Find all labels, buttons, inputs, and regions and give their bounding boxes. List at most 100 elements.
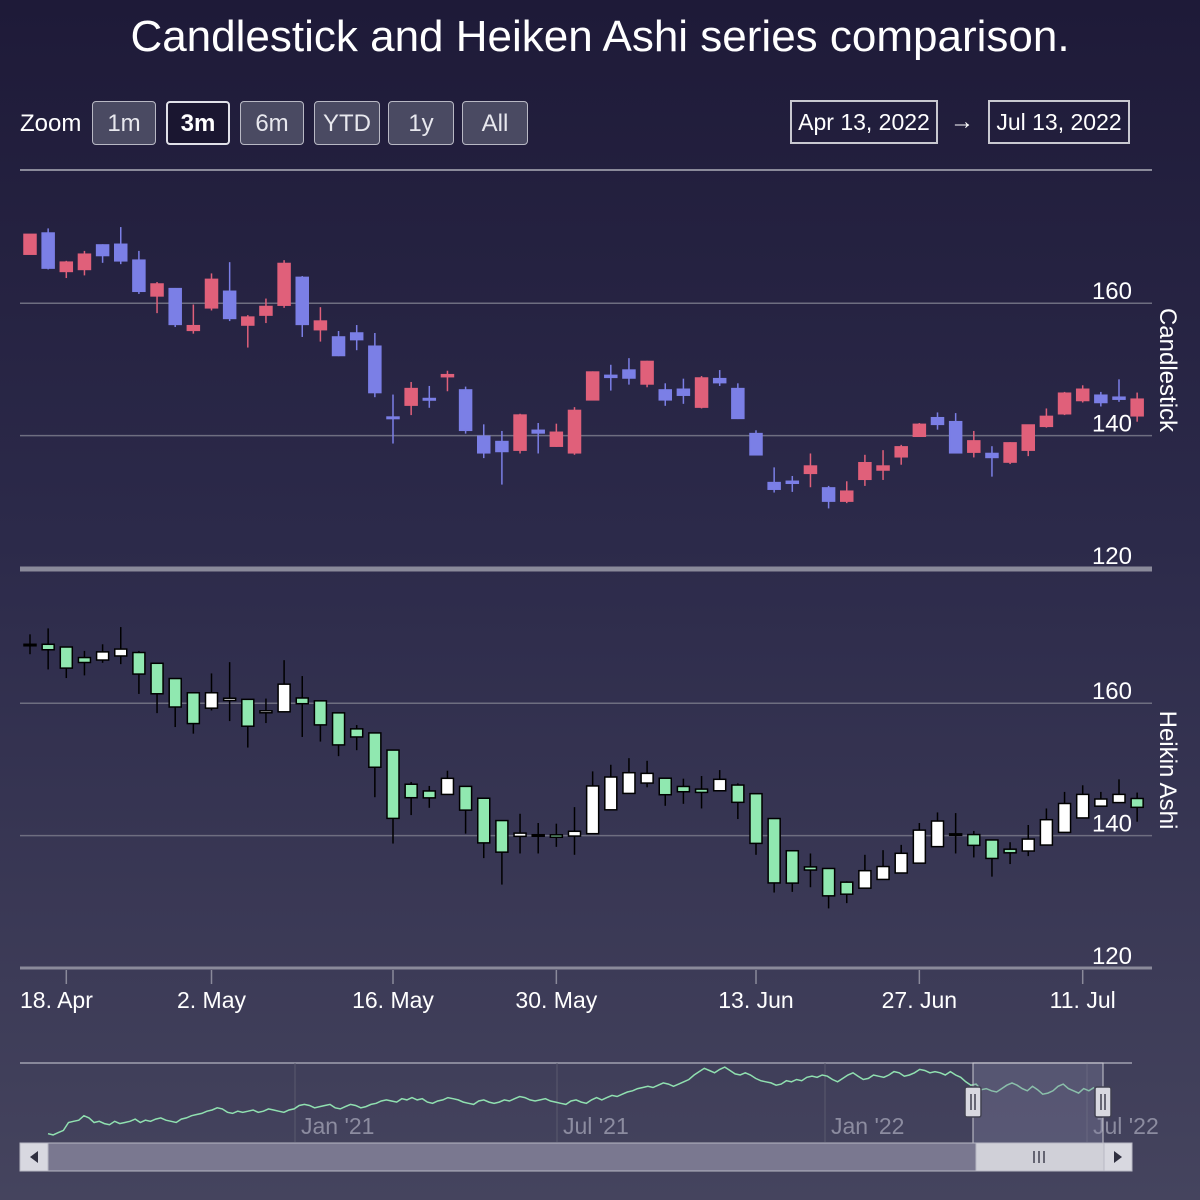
candle xyxy=(477,424,491,459)
ha-candle xyxy=(531,823,545,854)
range-to-input[interactable]: Jul 13, 2022 xyxy=(988,100,1130,144)
candle-body xyxy=(948,420,963,454)
candle-body xyxy=(1021,424,1035,451)
candle-body xyxy=(640,360,654,385)
navigator-handle-body xyxy=(1094,1086,1112,1118)
candle xyxy=(985,446,999,477)
candle-body xyxy=(694,788,709,794)
candle xyxy=(1094,391,1108,407)
ha-candle xyxy=(567,807,582,855)
candle-body xyxy=(132,651,146,675)
candle xyxy=(640,360,654,388)
navigator-x-label: Jan '21 xyxy=(301,1113,374,1139)
candle xyxy=(1130,392,1144,422)
range-from-input[interactable]: Apr 13, 2022 xyxy=(790,100,938,144)
candle xyxy=(531,423,545,454)
candle-body xyxy=(59,261,74,273)
navigator-handle[interactable] xyxy=(1094,1086,1112,1118)
candle-body xyxy=(930,416,945,426)
candle-body xyxy=(23,643,37,647)
candle-body xyxy=(513,832,527,838)
candle-body xyxy=(313,700,328,726)
scrollbar[interactable] xyxy=(19,1142,1133,1172)
candle-body xyxy=(404,783,418,799)
candle-body xyxy=(785,849,800,884)
ha-candle xyxy=(785,849,800,892)
zoom-ytd-button[interactable]: YTD xyxy=(314,101,380,145)
candle-body xyxy=(604,776,618,811)
candle-body xyxy=(277,262,291,306)
candle-body xyxy=(259,305,273,316)
ha-candle xyxy=(1021,825,1035,857)
zoom-1m-button[interactable]: 1m xyxy=(92,101,156,145)
candle-body xyxy=(114,243,128,262)
ha-candle xyxy=(313,700,328,742)
navigator-selection xyxy=(972,1062,1104,1144)
candle-body xyxy=(95,244,110,257)
navigator[interactable]: Jan '21 Jul '21 Jan '22 Jul '22 xyxy=(19,1062,1159,1172)
candle-body xyxy=(295,697,309,705)
y-axis-title: Heikin Ashi xyxy=(1154,711,1181,830)
candle-body xyxy=(567,830,582,837)
candle xyxy=(930,412,945,430)
x-tick-label: 16. May xyxy=(352,987,434,1013)
zoom-6m-button[interactable]: 6m xyxy=(240,101,304,145)
navigator-handle[interactable] xyxy=(964,1086,982,1118)
ha-candle xyxy=(222,662,237,722)
ha-candle xyxy=(204,673,219,711)
candle xyxy=(458,386,473,434)
zoom-1y-button[interactable]: 1y xyxy=(388,101,454,145)
ha-candle xyxy=(622,758,636,795)
candle xyxy=(585,371,600,401)
candle xyxy=(549,423,564,447)
zoom-3m-button[interactable]: 3m xyxy=(166,101,230,145)
ha-candle xyxy=(749,792,763,855)
candle xyxy=(168,287,182,328)
ha-candle xyxy=(41,628,55,670)
candle-body xyxy=(186,692,201,725)
candle-body xyxy=(622,369,636,379)
candle xyxy=(604,364,618,391)
x-tick-label: 11. Jul xyxy=(1050,987,1116,1013)
candle-body xyxy=(150,662,164,695)
candle-body xyxy=(241,698,255,727)
candle-body xyxy=(440,777,455,796)
candle-body xyxy=(549,431,564,447)
candle xyxy=(23,233,37,255)
candle-body xyxy=(150,283,164,297)
candle-body xyxy=(1057,802,1072,834)
candle-body xyxy=(840,490,854,502)
candle-body xyxy=(477,797,491,844)
candle xyxy=(1112,379,1126,402)
candle-body xyxy=(785,480,800,485)
candle-body xyxy=(132,259,146,293)
candle xyxy=(876,450,890,480)
candle-body xyxy=(1075,388,1090,402)
ha-candle xyxy=(1039,808,1054,846)
candle xyxy=(712,370,727,386)
candle-body xyxy=(858,869,872,889)
ha-candle xyxy=(948,813,963,854)
candle-body xyxy=(495,440,509,453)
candle-body xyxy=(749,792,763,845)
candle-body xyxy=(295,276,309,326)
candle-body xyxy=(967,833,981,847)
candle-body xyxy=(985,452,999,459)
candle-body xyxy=(894,446,908,458)
zoom-all-button[interactable]: All xyxy=(462,101,528,145)
candle xyxy=(495,430,509,485)
candle xyxy=(821,485,836,509)
candle-body xyxy=(440,373,455,378)
candle xyxy=(150,282,164,314)
candle-body xyxy=(1057,392,1072,415)
candle-body xyxy=(186,324,201,332)
candle xyxy=(567,407,582,455)
candle xyxy=(785,475,800,492)
candle xyxy=(694,376,709,409)
ha-candle xyxy=(985,839,999,877)
ha-candle xyxy=(858,854,872,889)
ha-candle xyxy=(676,778,691,804)
x-tick-label: 13. Jun xyxy=(718,987,793,1013)
ha-candle xyxy=(930,812,945,848)
candle-body xyxy=(77,253,92,271)
